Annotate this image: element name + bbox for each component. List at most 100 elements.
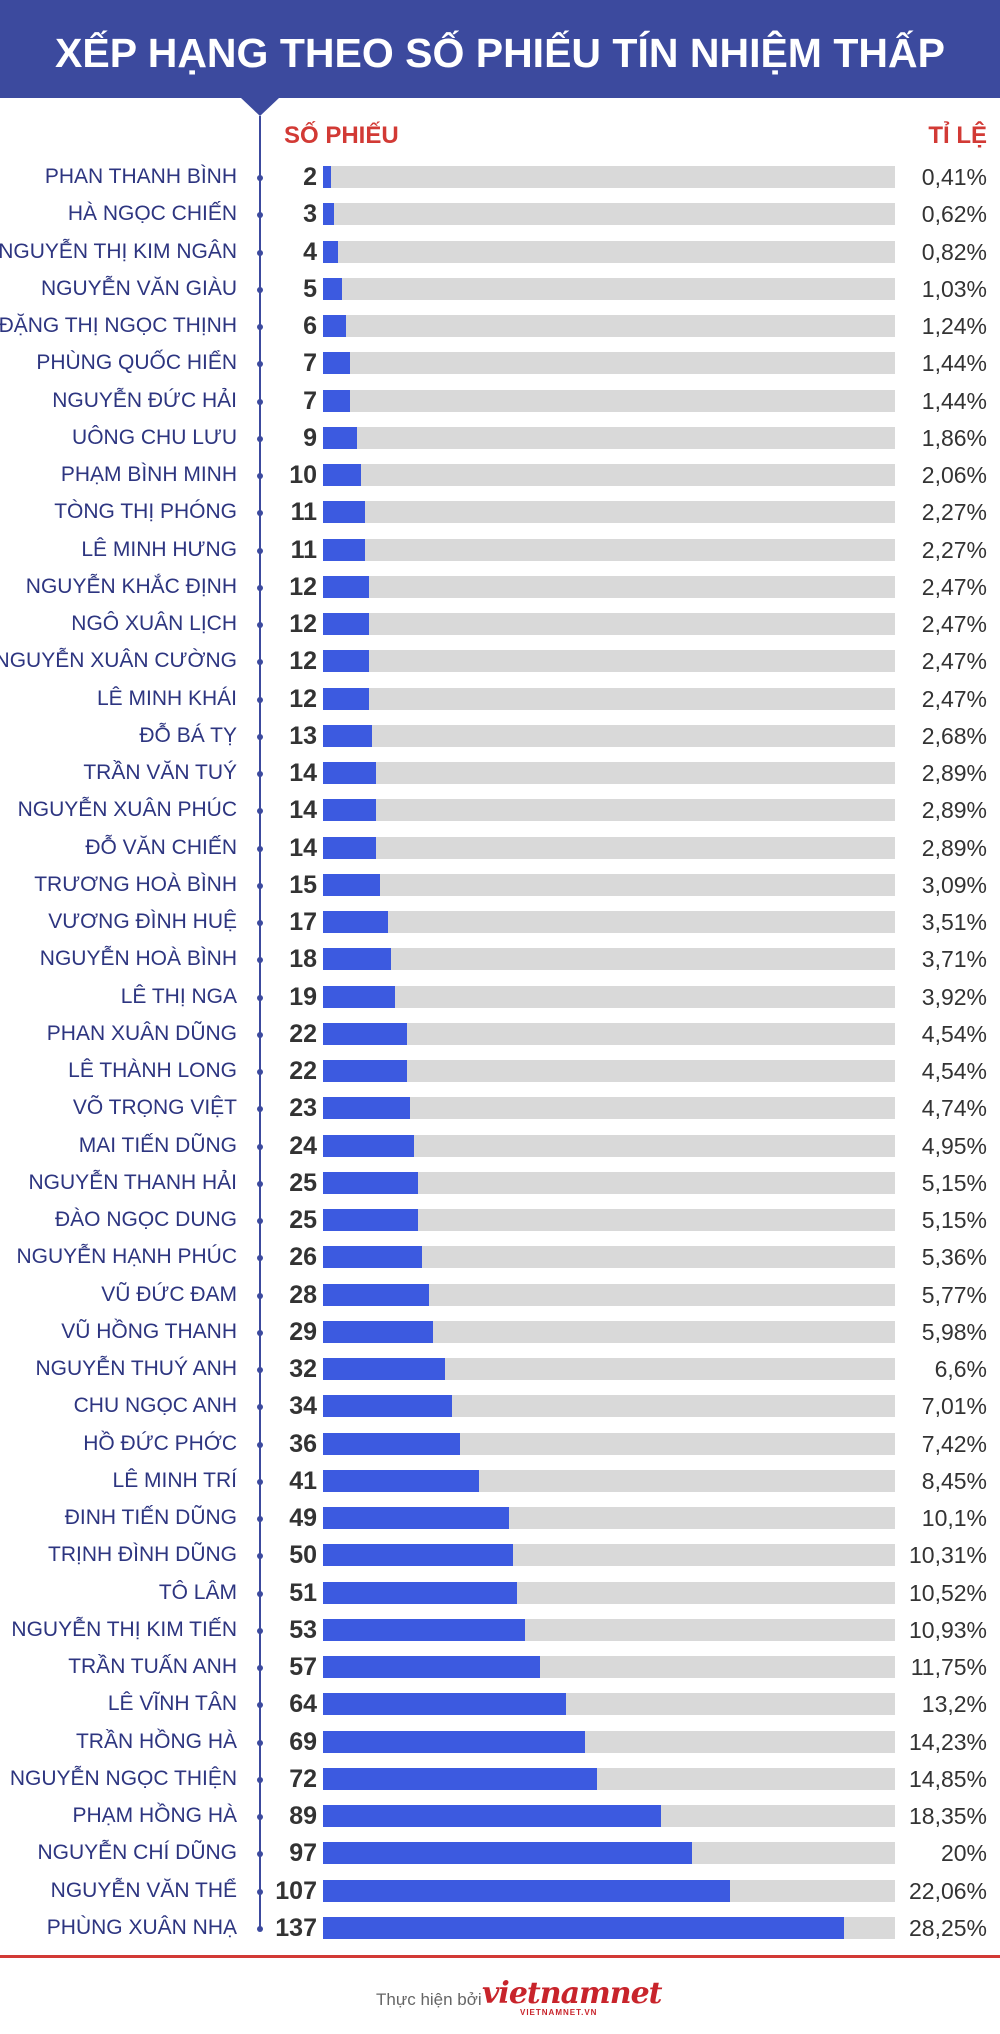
percent-label: 7,01% [921,1393,987,1420]
bar [323,1246,422,1269]
bar [323,389,350,412]
vietnamnet-logo[interactable]: vietnamnet VIETNAMNET.VN [482,1976,663,2022]
chart-row: NGÔ XUÂN LỊCH 12 2,47% [0,606,1000,642]
percent-label: 2,89% [921,797,987,824]
row-name-label: VƯƠNG ĐÌNH HUỆ [48,910,237,933]
votes-label: 53 [289,1615,317,1644]
timeline-dot [257,1702,263,1709]
bar [323,426,358,449]
chart-row: VŨ ĐỨC ĐAM 28 5,77% [0,1277,1000,1313]
row-name-label: VŨ ĐỨC ĐAM [101,1282,237,1306]
bar-track [323,724,895,747]
bar [323,1097,411,1120]
chart-row: MAI TIẾN DŨNG 24 4,95% [0,1128,1000,1164]
votes-label: 12 [289,647,317,676]
row-name-label: NGUYỄN ĐỨC HẢI [52,388,237,412]
row-name-label: TÒNG THỊ PHÓNG [54,500,237,524]
chart-row: NGUYỄN HẠNH PHÚC 26 5,36% [0,1239,1000,1275]
timeline-dot [257,286,263,293]
chart-row: LÊ MINH TRÍ 41 8,45% [0,1463,1000,1499]
percent-label: 4,54% [921,1058,987,1084]
votes-label: 7 [303,349,317,378]
votes-label: 22 [289,1019,317,1048]
bar [323,1134,415,1157]
timeline-dot [257,808,263,815]
chart-row: HỒ ĐỨC PHỚC 36 7,42% [0,1426,1000,1462]
chart-row: LÊ MINH KHÁI 12 2,47% [0,681,1000,717]
percent-label: 1,44% [921,350,987,377]
percent-label: 2,47% [921,648,987,675]
votes-label: 11 [290,535,317,564]
bar-track [323,1246,895,1269]
column-header-votes: SỐ PHIẾU [284,122,399,149]
timeline-dot [257,1814,263,1820]
row-name-label: PHẠM HỒNG HÀ [72,1804,237,1827]
bar [323,1767,597,1790]
votes-label: 6 [303,312,317,340]
votes-label: 32 [289,1355,317,1383]
chart-row: TRẦN TUẤN ANH 57 11,75% [0,1649,1000,1685]
chart-row: NGUYỄN VĂN THỂ 107 22,06% [0,1873,1000,1909]
row-name-label: TRỊNH ĐÌNH DŨNG [48,1543,237,1567]
bar-track [323,836,895,859]
timeline-dot [257,473,263,479]
bar [323,464,361,486]
credit-text: Thực hiện bởi [376,1990,482,2009]
row-name-label: CHU NGỌC ANH [73,1394,237,1418]
votes-label: 9 [303,423,317,452]
votes-label: 19 [289,982,317,1011]
chart-rows: PHAN THANH BÌNH 2 0,41% HÀ NGỌC CHIẾN 3 0,62%… [0,163,1000,1942]
chart-row: NGUYỄN HOÀ BÌNH 18 3,71% [0,941,1000,977]
percent-label: 5,15% [921,1207,987,1233]
bar-track [323,1209,895,1231]
bar [323,1171,418,1194]
chart-row: NGUYỄN KHẮC ĐỊNH 12 2,47% [0,569,1000,605]
row-name-label: VÕ TRỌNG VIỆT [72,1096,237,1120]
votes-label: 14 [289,833,317,862]
chart-row: PHAN XUÂN DŨNG 22 4,54% [0,1016,1000,1052]
timeline-dot [257,249,263,256]
chart-row: TRẦN VĂN TUÝ 14 2,89% [0,755,1000,791]
bar [323,1693,567,1716]
percent-label: 5,15% [921,1169,987,1196]
chart-row: NGUYỄN VĂN GIÀU 5 1,03% [0,271,1000,307]
bar-track [323,799,895,822]
percent-label: 2,27% [921,499,987,526]
logo-subtext: VIETNAMNET.VN [520,2008,598,2017]
timeline-dot [257,175,263,181]
row-name-label: ĐÀO NGỌC DUNG [54,1208,237,1231]
percent-label: 0,41% [921,164,987,190]
bar [323,650,369,673]
percent-label: 13,2% [921,1691,987,1718]
row-name-label: TRẦN VĂN TUÝ [83,761,237,784]
timeline-dot [257,584,263,591]
chart-row: VŨ HỒNG THANH 29 5,98% [0,1314,1000,1350]
timeline-dot [257,1627,263,1634]
chart-row: PHÙNG QUỐC HIỂN 7 1,44% [0,345,1000,381]
bar-track [323,464,895,486]
row-name-label: MAI TIẾN DŨNG [78,1133,237,1157]
votes-label: 57 [289,1653,317,1681]
chart-row: NGUYỄN ĐỨC HẢI 7 1,44% [0,383,1000,419]
timeline-dot [257,1106,263,1113]
chart-row: ĐẶNG THỊ NGỌC THỊNH 6 1,24% [0,308,1000,344]
percent-label: 3,09% [921,871,987,898]
bar [323,166,331,188]
timeline-dot [257,957,263,964]
percent-label: 4,54% [921,1020,987,1047]
bar [323,1581,517,1604]
bar [323,1656,540,1678]
timeline-dot [257,1665,263,1671]
bar [323,1320,434,1343]
row-name-label: NGÔ XUÂN LỊCH [71,612,237,635]
votes-label: 11 [290,498,317,527]
row-name-label: ĐỖ BÁ TỴ [139,723,237,747]
row-name-label: NGUYỄN THỊ KIM NGÂN [0,239,237,263]
percent-label: 11,75% [910,1654,987,1680]
percent-label: 2,06% [921,462,987,488]
chart-row: PHẠM BÌNH MINH 10 2,06% [0,457,1000,493]
timeline-dot [257,659,263,666]
bar-track [323,1432,895,1455]
bar-track [323,687,895,710]
chart-row: TRẦN HỒNG HÀ 69 14,23% [0,1724,1000,1760]
